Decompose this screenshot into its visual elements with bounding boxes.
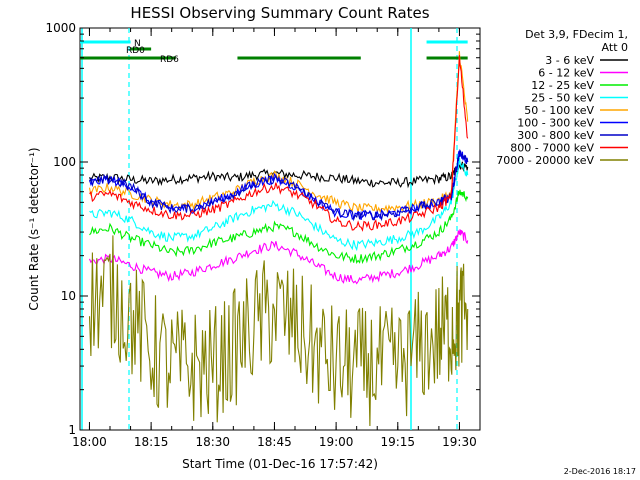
legend-label: 25 - 50 keV (531, 92, 594, 105)
series-line (89, 189, 469, 265)
legend-header-line-1: Det 3,9, FDecim 1, (525, 28, 628, 41)
chart-title: HESSI Observing Summary Count Rates (130, 4, 429, 22)
series-line (88, 229, 469, 285)
series-line (89, 148, 469, 222)
y-tick-label: 1000 (45, 21, 76, 35)
series-line (89, 55, 469, 232)
x-tick-label: 19:30 (442, 435, 477, 449)
annotation-label: RD0 (126, 46, 145, 56)
legend-header-line-2: Att 0 (602, 41, 628, 54)
annotation-label: N (134, 39, 141, 49)
legend-label: 3 - 6 keV (545, 54, 594, 67)
legend-label: 50 - 100 keV (524, 104, 594, 117)
legend-label: 12 - 25 keV (531, 79, 594, 92)
x-tick-label: 18:30 (195, 435, 230, 449)
annotation-label: RD6 (160, 55, 179, 65)
x-tick-label: 19:00 (319, 435, 354, 449)
y-tick-label: 100 (53, 155, 76, 169)
x-axis-label: Start Time (01-Dec-16 17:57:42) (182, 457, 378, 471)
series-line (88, 235, 469, 427)
legend-label: 6 - 12 keV (538, 67, 594, 80)
timestamp-label: 2-Dec-2016 18:17 (564, 467, 636, 476)
y-axis-label: Count Rate (s⁻¹ detector⁻¹) (27, 147, 41, 310)
series-layer (88, 51, 469, 427)
series-line (88, 150, 469, 221)
x-axis: 18:00 18:15 18:30 18:45 19:00 19:15 19:30 (72, 28, 477, 449)
legend-label: 300 - 800 keV (517, 129, 594, 142)
x-tick-label: 18:00 (72, 435, 107, 449)
y-tick-label: 1 (68, 423, 76, 437)
x-tick-label: 19:15 (380, 435, 415, 449)
series-line (89, 157, 469, 252)
plot-frame (79, 27, 481, 431)
legend-label: 100 - 300 keV (517, 117, 594, 130)
legend-label: 800 - 7000 keV (510, 142, 594, 155)
y-tick-label: 10 (61, 289, 76, 303)
x-tick-label: 18:45 (257, 435, 292, 449)
x-tick-label: 18:15 (134, 435, 169, 449)
legend-label: 7000 - 20000 keV (496, 154, 594, 167)
series-line (88, 161, 469, 189)
y-axis: 1 10 100 1000 (45, 21, 480, 437)
